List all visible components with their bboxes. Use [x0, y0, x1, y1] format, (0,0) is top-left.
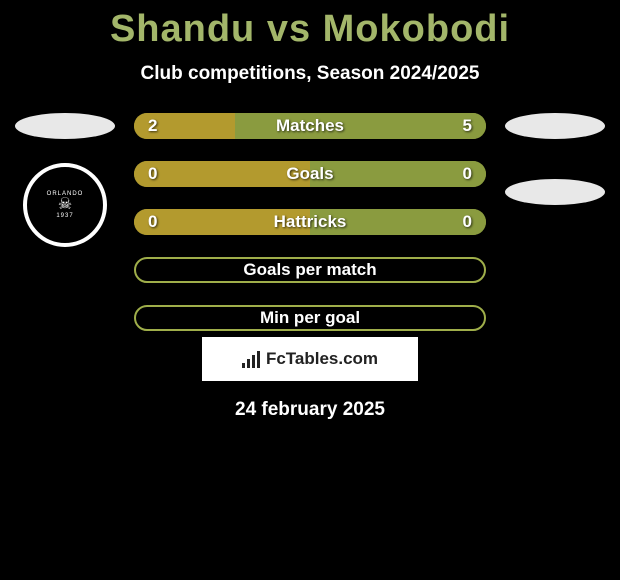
stat-label: Min per goal — [260, 308, 360, 328]
player-photo-placeholder-left — [15, 113, 115, 139]
bars-icon — [242, 350, 260, 368]
subtitle: Club competitions, Season 2024/2025 — [0, 63, 620, 85]
left-player-column: ORLANDO ☠ 1937 — [0, 113, 130, 247]
stat-value-left: 0 — [148, 164, 157, 184]
stat-label: Matches — [276, 116, 344, 136]
stat-row: Goals per match — [134, 257, 486, 283]
player-photo-placeholder-right-1 — [505, 113, 605, 139]
page-title: Shandu vs Mokobodi — [0, 0, 620, 51]
fctables-watermark: FcTables.com — [202, 337, 418, 381]
stat-row: 2 Matches 5 — [134, 113, 486, 139]
right-player-column — [490, 113, 620, 205]
stat-fill-right — [235, 113, 486, 139]
comparison-layout: ORLANDO ☠ 1937 2 Matches 5 0 Goals 0 0 Hattrick… — [0, 113, 620, 331]
date-line: 24 february 2025 — [0, 399, 620, 421]
club-badge-left: ORLANDO ☠ 1937 — [23, 163, 107, 247]
stat-row: Min per goal — [134, 305, 486, 331]
fctables-label: FcTables.com — [266, 349, 378, 369]
stats-column: 2 Matches 5 0 Goals 0 0 Hattricks 0 Goals per mat… — [130, 113, 490, 331]
stat-label: Goals — [286, 164, 333, 184]
skull-icon: ☠ — [58, 197, 72, 213]
badge-year: 1937 — [56, 213, 73, 219]
stat-label: Goals per match — [243, 260, 376, 280]
club-badge-inner: ORLANDO ☠ 1937 — [33, 173, 97, 237]
stat-row: 0 Hattricks 0 — [134, 209, 486, 235]
stat-value-right: 0 — [463, 212, 472, 232]
stat-value-right: 0 — [463, 164, 472, 184]
player-photo-placeholder-right-2 — [505, 179, 605, 205]
stat-value-right: 5 — [463, 116, 472, 136]
stat-fill-left — [134, 161, 310, 187]
stat-fill-right — [310, 161, 486, 187]
stat-row: 0 Goals 0 — [134, 161, 486, 187]
stat-value-left: 2 — [148, 116, 157, 136]
stat-value-left: 0 — [148, 212, 157, 232]
stat-label: Hattricks — [274, 212, 347, 232]
